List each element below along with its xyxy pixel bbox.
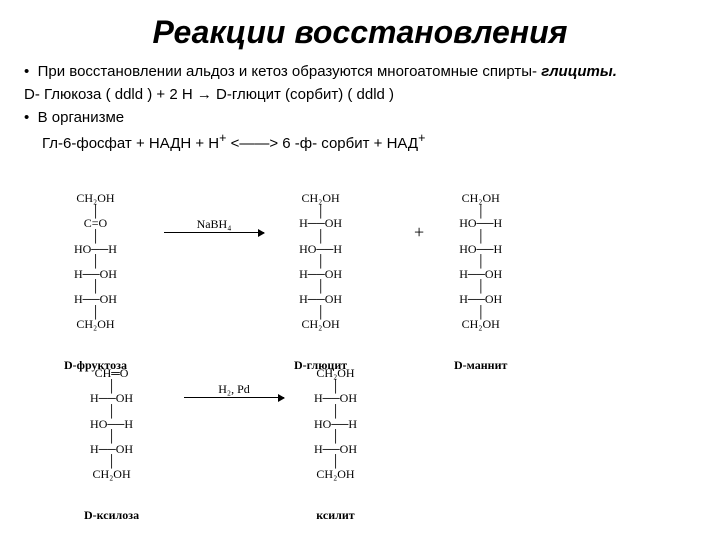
bullet-3-text: В организме <box>38 109 125 126</box>
bullet-3: • В организме <box>24 107 696 128</box>
arrow-2: H₂, Pd <box>184 397 284 398</box>
struct-xylit: CH₂OH │ H──OH │ HO──H │ H──OH │ CH₂OH <box>314 367 357 480</box>
bullet-4a: Гл-6-фосфат + НАДН + Н <box>42 135 219 152</box>
page-title: Реакции восстановления <box>24 14 696 51</box>
mol-xylose: CH═O │ H──OH │ HO──H │ H──OH │ CH₂OH D-к… <box>84 342 139 547</box>
plus-sign: + <box>414 222 424 243</box>
mol-mannit: CH₂OH │ HO──H │ HO──H │ H──OH │ H──OH │ … <box>454 167 507 397</box>
bullet-4: Гл-6-фосфат + НАДН + Н+ <——> 6 -ф- сорби… <box>24 130 696 154</box>
bullet-1-text: При восстановлении альдоз и кетоз образу… <box>38 63 542 80</box>
label-mannit: D-маннит <box>454 359 507 372</box>
struct-xylose: CH═O │ H──OH │ HO──H │ H──OH │ CH₂OH <box>84 367 139 480</box>
bullet-1: • При восстановлении альдоз и кетоз обра… <box>24 61 696 82</box>
reagent-2: H₂, Pd <box>184 382 284 397</box>
label-xylose: D-ксилоза <box>84 509 139 522</box>
arrow-1: NaBH₄ <box>164 232 264 233</box>
bullet-list: • При восстановлении альдоз и кетоз обра… <box>24 61 696 154</box>
mol-xylit: CH₂OH │ H──OH │ HO──H │ H──OH │ CH₂OH кс… <box>314 342 357 547</box>
bullet-4b: <——> 6 -ф- сорбит + НАД <box>226 135 418 152</box>
chemistry-diagram: CH₂OH │ C=O │ HO──H │ H──OH │ H──OH │ CH… <box>24 162 696 492</box>
struct-mannit: CH₂OH │ HO──H │ HO──H │ H──OH │ H──OH │ … <box>454 192 507 331</box>
reagent-1: NaBH₄ <box>164 217 264 232</box>
struct-fructose: CH₂OH │ C=O │ HO──H │ H──OH │ H──OH │ CH… <box>64 192 127 331</box>
bullet-1-em: глициты. <box>541 63 617 80</box>
struct-glucit: CH₂OH │ H──OH │ HO──H │ H──OH │ H──OH │ … <box>294 192 347 331</box>
bullet-2: D- Глюкоза ( ddld ) + 2 H → D-глюцит (со… <box>24 84 696 105</box>
label-xylit: ксилит <box>314 509 357 522</box>
